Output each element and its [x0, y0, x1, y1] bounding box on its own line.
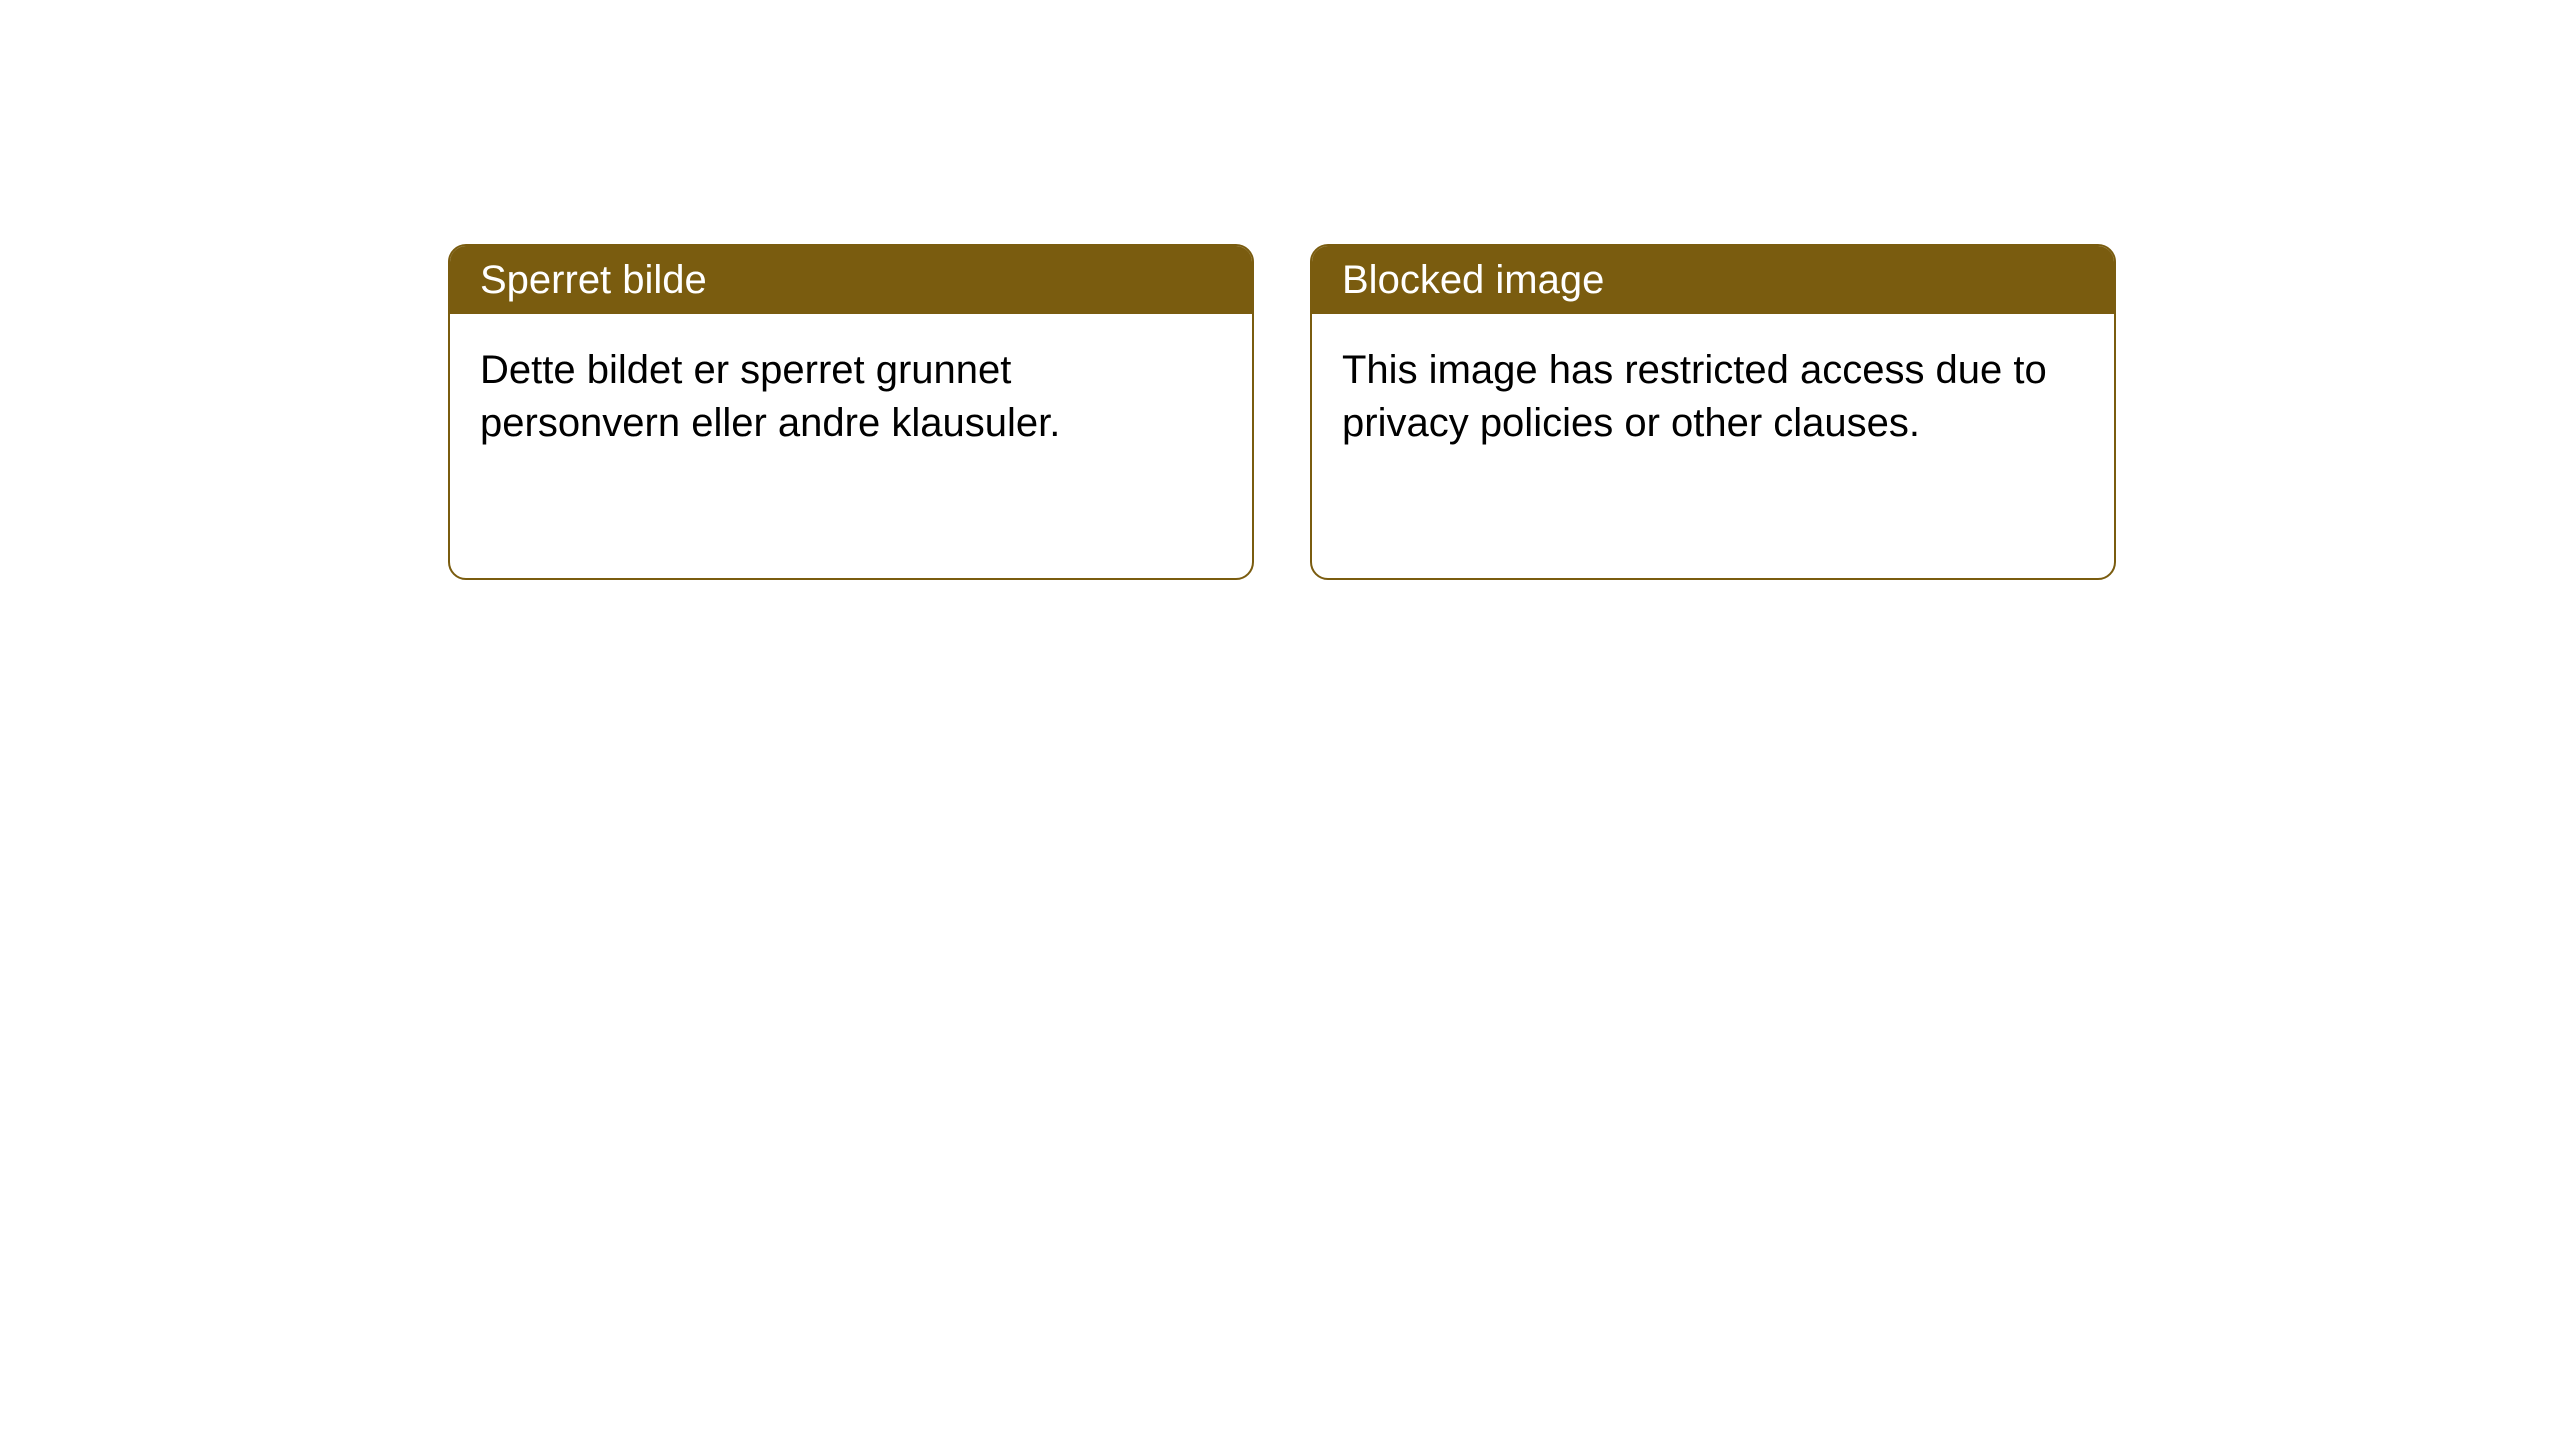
notice-header: Blocked image: [1312, 246, 2114, 314]
notice-header: Sperret bilde: [450, 246, 1252, 314]
notice-container: Sperret bilde Dette bildet er sperret gr…: [0, 0, 2560, 580]
notice-body: Dette bildet er sperret grunnet personve…: [450, 314, 1252, 480]
notice-card-norwegian: Sperret bilde Dette bildet er sperret gr…: [448, 244, 1254, 580]
notice-body: This image has restricted access due to …: [1312, 314, 2114, 480]
notice-card-english: Blocked image This image has restricted …: [1310, 244, 2116, 580]
